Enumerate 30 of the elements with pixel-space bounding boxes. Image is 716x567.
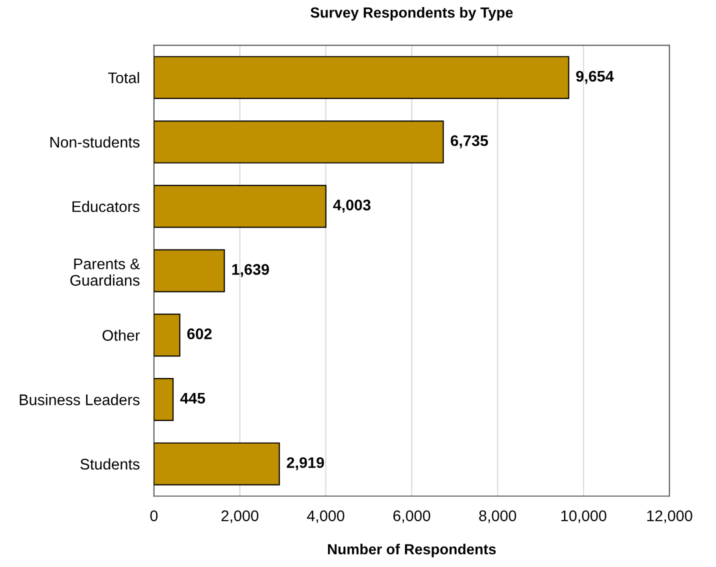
data-label: 445 [180, 392, 206, 404]
bar [154, 378, 174, 422]
data-label: 4,003 [333, 200, 371, 213]
y-tick-label: Other [102, 330, 140, 341]
x-tick-label: 10,000 [561, 510, 606, 524]
y-tick-label: Educators [72, 200, 140, 212]
y-tick-label: Students [80, 458, 140, 470]
bar [154, 184, 326, 228]
x-tick-label: 2,000 [222, 510, 258, 524]
x-tick-label: 12,000 [647, 510, 692, 524]
y-tick-label: Business Leaders [20, 394, 140, 406]
y-tick-label: Non-students [50, 136, 140, 148]
x-tick-label: 4,000 [307, 510, 344, 524]
data-label: 2,919 [286, 457, 324, 470]
bar [154, 314, 180, 357]
bar [154, 442, 280, 486]
x-tick-label: 8,000 [479, 510, 516, 524]
bar [154, 56, 570, 100]
bar [154, 120, 444, 164]
y-tick-label: Parents & Guardians [70, 258, 140, 286]
data-label: 6,735 [450, 135, 488, 148]
data-label: 602 [187, 328, 212, 340]
x-tick-label: 6,000 [393, 510, 430, 524]
x-axis-title: Number of Respondents [328, 544, 496, 558]
x-tick-label: 0 [150, 510, 158, 522]
data-label: 9,654 [576, 70, 614, 84]
chart-title: Survey Respondents by Type [310, 7, 513, 21]
data-label: 1,639 [232, 264, 269, 278]
bar [154, 249, 225, 292]
y-tick-label: Total [108, 72, 140, 84]
